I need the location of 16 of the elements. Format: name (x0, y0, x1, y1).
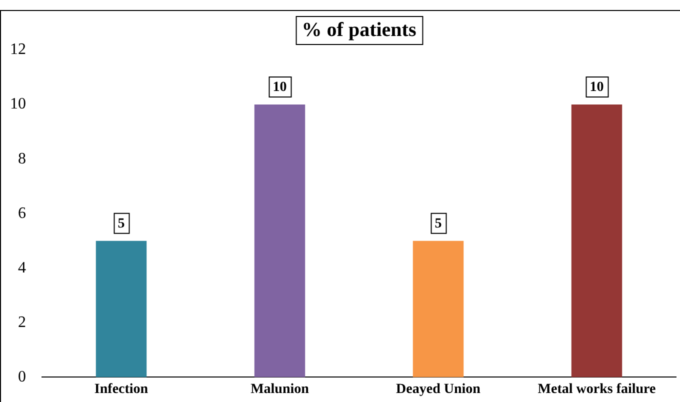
y-tick-label: 8 (18, 150, 26, 168)
chart-title: % of patients (302, 19, 416, 42)
x-tick-label: Deayed Union (396, 382, 481, 398)
y-tick-label: 6 (18, 204, 26, 222)
y-tick-label: 12 (10, 41, 26, 58)
data-label: 10 (590, 80, 604, 96)
y-tick-label: 4 (18, 259, 26, 276)
data-label: 10 (272, 80, 287, 96)
y-tick-label: 10 (10, 96, 26, 113)
data-label: 5 (434, 216, 442, 232)
x-tick-label: Malunion (250, 382, 310, 398)
x-tick-label: Infection (94, 382, 148, 398)
data-label: 5 (118, 216, 125, 232)
y-tick-label: 2 (18, 314, 26, 331)
y-tick-label: 0 (18, 368, 26, 386)
x-tick-label: Metal works failure (538, 382, 656, 398)
